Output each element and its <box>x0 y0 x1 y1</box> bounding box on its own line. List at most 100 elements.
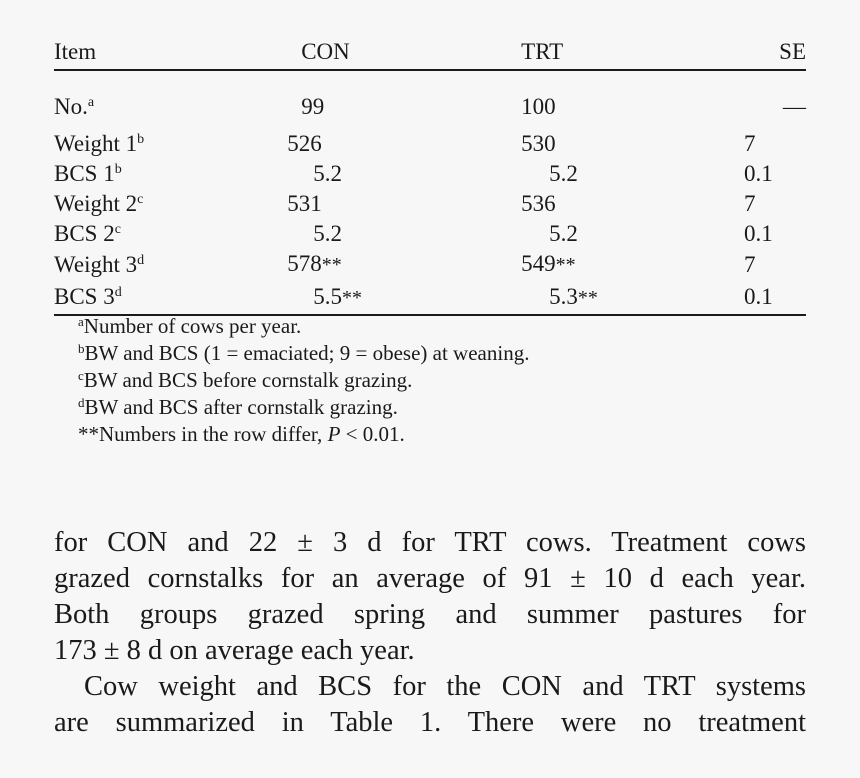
significance-mark: ** <box>341 286 362 309</box>
header-trt: TRT <box>517 34 726 71</box>
text-line: for CON and 22 ± 3 d for TRT cows. Treat… <box>54 527 806 558</box>
item-label: BCS 2 <box>54 221 115 246</box>
trt-value: 5.2 <box>549 161 578 186</box>
con-value: 5.5 <box>313 283 342 309</box>
item-label: Weight 1 <box>54 131 138 156</box>
cell-trt: 5.2 <box>517 159 726 189</box>
text-line: grazed cornstalks for an average of 91 ±… <box>54 563 806 594</box>
cell-con: 578** <box>281 249 517 280</box>
footnote-line: aNumber of cows per year. <box>78 313 529 340</box>
table-row: No.a 99 100 — <box>54 70 806 129</box>
cell-se: 0.1 <box>743 221 773 246</box>
cell-trt: 5.2 <box>517 219 726 249</box>
cell-trt: 530 <box>517 129 726 159</box>
item-label: BCS 3 <box>54 284 115 309</box>
con-value: 531 <box>287 191 322 216</box>
text-line: 173 ± 8 d on average each year. <box>54 635 415 666</box>
footnote-text: **Numbers in the row differ, <box>78 422 328 446</box>
footnote-mark: d <box>114 285 122 300</box>
table-row: Weight 3d 578** 549** 7 <box>54 249 806 280</box>
cell-con: 99 <box>281 70 517 129</box>
footnote-text: Number of cows per year. <box>83 314 302 338</box>
cell-item: No.a <box>54 70 281 129</box>
cell-se: 7 <box>743 131 756 156</box>
footnote-mark: b <box>137 132 145 147</box>
footnote-mark: a <box>78 314 84 329</box>
cell-item: Weight 2c <box>54 189 281 219</box>
cell-item: Weight 3d <box>54 249 281 280</box>
footnote-mark: b <box>114 162 122 177</box>
cell-con: 526 <box>281 129 517 159</box>
footnote-tail: < 0.01. <box>340 422 405 446</box>
trt-value: 5.2 <box>549 221 578 246</box>
footnote-text: BW and BCS before cornstalk grazing. <box>83 368 413 392</box>
cell-se: 7 <box>743 191 756 216</box>
table-body: No.a 99 100— Weight 1b 526 530 7 BCS 1b 5.2 5.2 0.… <box>54 70 806 316</box>
trt-value: 530 <box>521 131 556 156</box>
trt-value: 5.3 <box>549 283 578 309</box>
cell-con: 5.2 <box>281 159 517 189</box>
cell-item: BCS 1b <box>54 159 281 189</box>
header-item: Item <box>54 34 282 71</box>
text-line: Both groups grazed spring and summer pas… <box>54 599 806 630</box>
footnote-text: BW and BCS (1 = emaciated; 9 = obese) at… <box>84 341 530 365</box>
con-value: 5.2 <box>313 161 342 186</box>
footnote-mark: c <box>78 368 84 383</box>
item-label: Weight 3 <box>54 251 138 277</box>
footnote-mark: c <box>137 192 144 207</box>
cell-trt: 5.3** <box>517 280 726 316</box>
con-value: 5.2 <box>313 221 342 246</box>
results-table: Item CON TRT SE No.a 99 100— Weight 1b 526 53… <box>54 34 806 316</box>
footnote-mark: d <box>137 252 145 268</box>
cell-con: 5.5** <box>281 280 518 316</box>
footnote-mark: d <box>78 395 85 410</box>
significance-mark: ** <box>577 286 598 309</box>
con-value: 578 <box>287 251 322 276</box>
cell-se: 7 <box>743 251 756 277</box>
cell-trt: 536 <box>517 189 726 219</box>
cell-item: Weight 1b <box>54 129 281 159</box>
significance-mark: ** <box>555 254 576 276</box>
footnote-mark: b <box>78 341 85 356</box>
cell-con: 531 <box>281 189 517 219</box>
footnote-italic: P <box>327 422 341 446</box>
footnote-mark: c <box>114 222 121 237</box>
table-row: BCS 2c 5.2 5.2 0.1 <box>54 219 806 249</box>
footnote-line: bBW and BCS (1 = emaciated; 9 = obese) a… <box>78 340 529 367</box>
cell-item: BCS 2c <box>54 219 281 249</box>
cell-trt: 100 <box>517 70 726 129</box>
trt-value: 549 <box>521 251 556 276</box>
footnote-line: dBW and BCS after cornstalk grazing. <box>78 394 529 421</box>
cell-trt: 549** <box>517 249 726 280</box>
cell-se: 0.1 <box>743 161 773 186</box>
footnote-text: BW and BCS after cornstalk grazing. <box>84 395 398 419</box>
significance-mark: ** <box>321 254 342 276</box>
table-row: Weight 2c 531 536 7 <box>54 189 806 219</box>
table-row: BCS 1b 5.2 5.2 0.1 <box>54 159 806 189</box>
text-line: Cow weight and BCS for the CON and TRT s… <box>84 671 806 702</box>
paragraph-2: Cow weight and BCS for the CON and TRT s… <box>54 669 806 741</box>
item-label: No. <box>54 94 88 119</box>
table-header-row: Item CON TRT SE <box>54 34 806 71</box>
text-line: are summarized in Table 1. There were no… <box>54 707 806 738</box>
cell-se: 0.1 <box>725 280 806 316</box>
table-row: Weight 1b 526 530 7 <box>54 129 806 159</box>
trt-value: 536 <box>521 191 556 216</box>
cell-item: BCS 3d <box>54 280 282 316</box>
cell-con: 5.2 <box>281 219 517 249</box>
cell-se: — <box>783 94 806 119</box>
body-text: for CON and 22 ± 3 d for TRT cows. Treat… <box>54 525 806 741</box>
table-row: BCS 3d 5.5** 5.3** 0.1 <box>54 280 806 316</box>
con-value: 99 <box>301 94 325 119</box>
item-label: Weight 2 <box>54 191 138 216</box>
header-se: SE <box>725 34 806 71</box>
con-value: 526 <box>287 131 322 156</box>
table-footnotes: aNumber of cows per year. bBW and BCS (1 … <box>78 313 529 448</box>
header-con: CON <box>281 34 518 71</box>
footnote-mark: a <box>87 95 95 110</box>
trt-value: 100 <box>521 94 556 119</box>
footnote-line: **Numbers in the row differ, P < 0.01. <box>78 421 529 448</box>
footnote-line: cBW and BCS before cornstalk grazing. <box>78 367 529 394</box>
item-label: BCS 1 <box>54 161 115 186</box>
